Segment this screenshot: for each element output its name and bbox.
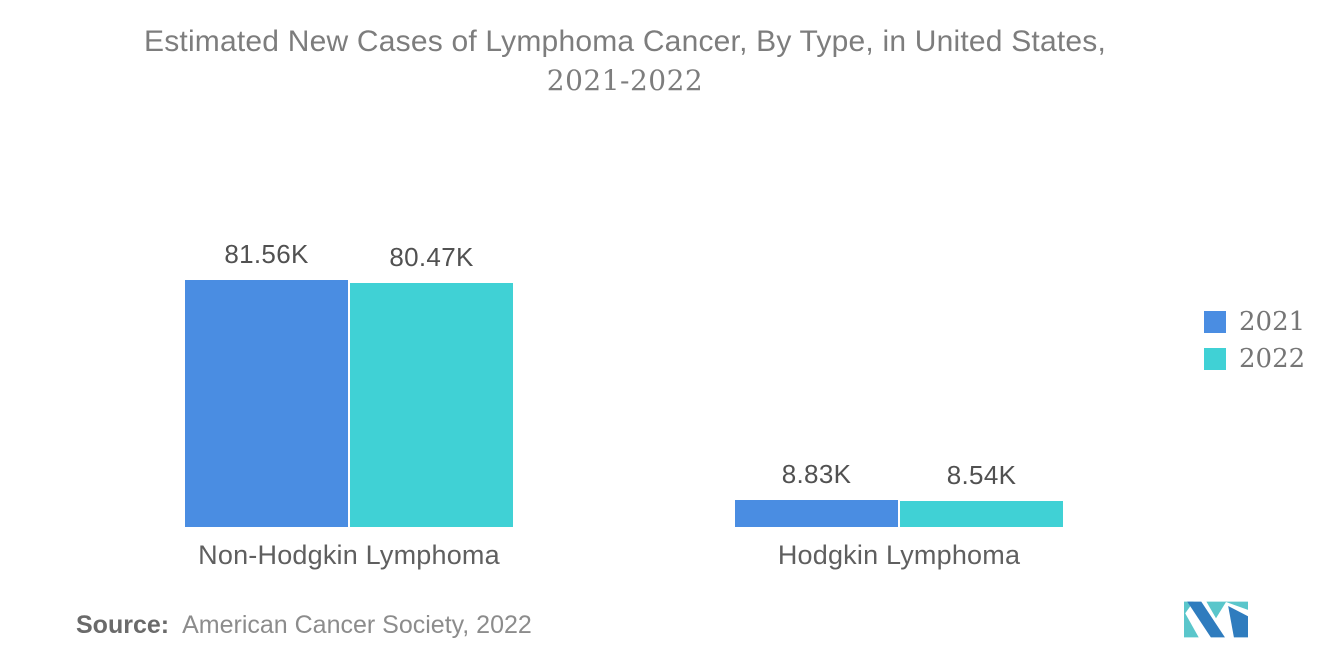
logo-shape (1187, 601, 1225, 638)
legend-item-2021: 2021 (1204, 307, 1306, 337)
bar-value-label: 80.47K (389, 242, 474, 272)
bar-2021 (735, 500, 898, 527)
source-text: American Cancer Society, 2022 (182, 611, 532, 639)
legend-label-2022: 2022 (1239, 344, 1306, 374)
legend-swatch-2022 (1204, 348, 1226, 370)
source-label: Source: (76, 611, 170, 639)
bar-2022 (350, 283, 513, 527)
chart-title-line2: 2021-2022 (546, 64, 704, 97)
bar-2021 (185, 280, 348, 527)
chart-title-line1: Estimated New Cases of Lymphoma Cancer, … (144, 25, 1106, 58)
logo-shape (1224, 601, 1248, 610)
category-label: Non-Hodgkin Lymphoma (198, 540, 500, 570)
legend-item-2022: 2022 (1204, 344, 1306, 374)
logo-shape (1206, 601, 1227, 619)
category-label: Hodgkin Lymphoma (777, 540, 1021, 570)
bar-value-label: 8.83K (781, 459, 852, 489)
chart-title: Estimated New Cases of Lymphoma Cancer, … (0, 22, 1250, 100)
legend-label-2021: 2021 (1239, 307, 1306, 337)
mordor-intelligence-logo (1184, 601, 1248, 638)
logo-shape (1228, 606, 1248, 638)
legend-swatch-2021 (1204, 311, 1226, 333)
legend: 2021 2022 (1204, 307, 1306, 385)
bar-value-label: 8.54K (946, 460, 1017, 490)
bar-2022 (900, 501, 1063, 527)
bar-value-label: 81.56K (224, 239, 309, 269)
source-note: Source: American Cancer Society, 2022 (76, 611, 532, 640)
